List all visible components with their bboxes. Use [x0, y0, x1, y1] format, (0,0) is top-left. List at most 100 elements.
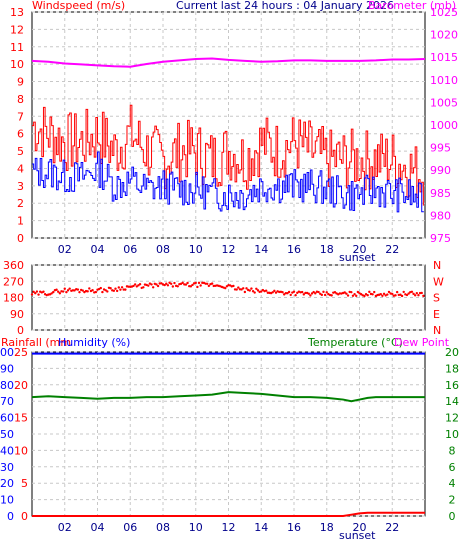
rainfall-line [32, 511, 425, 517]
temperature-y-tick-label: 18 [445, 362, 459, 375]
direction-point [402, 290, 405, 294]
direction-point [171, 285, 175, 288]
wind-gust-line [32, 104, 424, 206]
wind-y-tick-label: 0 [17, 232, 24, 245]
humidity-y-tick-label: 80 [0, 379, 14, 392]
direction-point [66, 289, 70, 292]
direction-point [166, 284, 170, 287]
direction-point [52, 290, 55, 294]
temperature-y-tick-label: 4 [449, 477, 456, 490]
humidity-y-tick-label: 10 [0, 494, 14, 507]
direction-point [76, 288, 80, 291]
rainfall-y-tick-label: 5 [21, 477, 28, 490]
temperature-y-tick-label: 14 [445, 395, 459, 408]
direction-point [194, 281, 197, 285]
direction-point [412, 292, 415, 296]
humidity-y-tick-label: 90 [0, 362, 14, 375]
wind-y-tick-label: 9 [17, 76, 24, 89]
direction-point [242, 287, 245, 290]
barometer-y-tick-label: 1015 [430, 51, 458, 64]
direction-point [394, 294, 397, 297]
direction-point [120, 286, 124, 289]
humidity-y-tick-label: 30 [0, 461, 14, 474]
direction-point [235, 288, 238, 291]
rainfall-y-tick-label: 20 [14, 379, 28, 392]
climate-panel-x-tick-label: 22 [385, 521, 399, 534]
direction-point [207, 284, 211, 288]
wind-panel-x-tick-label: 22 [385, 243, 399, 256]
direction-point [94, 290, 98, 294]
wind-y-tick-label: 12 [10, 23, 24, 36]
compass-label: E [433, 308, 440, 321]
direction-point [292, 290, 296, 293]
direction-point [345, 292, 348, 295]
wind-panel-x-tick-label: 12 [222, 243, 236, 256]
direction-point [142, 286, 145, 289]
direction-point [181, 281, 184, 285]
direction-point [173, 281, 176, 285]
compass-label: N [433, 259, 441, 272]
direction-point [109, 287, 112, 290]
temperature-y-tick-label: 10 [445, 428, 459, 441]
date-title: Current last 24 hours : 04 January 2026 [176, 0, 394, 12]
barometer-y-tick-label: 990 [430, 164, 451, 177]
direction-point [117, 286, 120, 289]
temperature-label: Temperature (°C) [307, 336, 403, 349]
direction-point [373, 290, 376, 294]
direction-point [186, 281, 189, 285]
wind-title: Windspeed (m/s) [32, 0, 125, 12]
wind-panel-x-tick-label: 18 [320, 243, 334, 256]
direction-point [163, 283, 166, 287]
direction-point [256, 289, 260, 292]
direction-point [405, 293, 409, 297]
direction-point [112, 289, 116, 292]
direction-point [300, 290, 304, 294]
compass-label: W [433, 275, 444, 288]
direction-point [317, 290, 320, 294]
direction-point [413, 294, 417, 297]
direction-point [274, 291, 278, 294]
direction-point [356, 290, 360, 294]
direction-point [248, 289, 251, 292]
direction-point [333, 291, 337, 294]
direction-point [330, 294, 333, 297]
climate-panel-x-tick-label: 08 [156, 521, 170, 534]
direction-point [422, 294, 425, 298]
direction-point [395, 290, 399, 294]
direction-point [191, 283, 194, 287]
direction-point [271, 291, 274, 294]
direction-point [138, 283, 142, 286]
direction-point [196, 285, 199, 289]
direction-point [151, 286, 155, 289]
barometer-y-tick-label: 1010 [430, 74, 458, 87]
wind-y-tick-label: 10 [10, 58, 24, 71]
wind-y-tick-label: 11 [10, 41, 24, 54]
direction-point [119, 288, 122, 291]
direction-point [189, 285, 193, 288]
climate-panel-x-tick-label: 02 [58, 521, 72, 534]
direction-point [132, 284, 135, 288]
direction-point [232, 284, 235, 288]
direction-point [251, 290, 255, 293]
direction-point [312, 290, 315, 294]
direction-point [323, 293, 327, 297]
wind-y-tick-label: 4 [17, 162, 24, 175]
direction-point [420, 291, 423, 295]
temperature-y-tick-label: 16 [445, 379, 459, 392]
direction-point [65, 290, 68, 294]
direction-point [63, 287, 66, 290]
direction-point [309, 294, 312, 297]
humidity-y-tick-label: 100 [0, 346, 14, 359]
direction-point [325, 291, 328, 294]
direction-point [176, 285, 179, 288]
direction-point [382, 292, 386, 296]
direction-point [57, 290, 60, 293]
direction-point [114, 287, 117, 290]
direction-point [400, 294, 404, 298]
direction-point [99, 286, 102, 290]
direction-point [37, 293, 40, 296]
wind-panel-x-tick-label: 20 [353, 243, 367, 256]
direction-point [237, 286, 240, 289]
